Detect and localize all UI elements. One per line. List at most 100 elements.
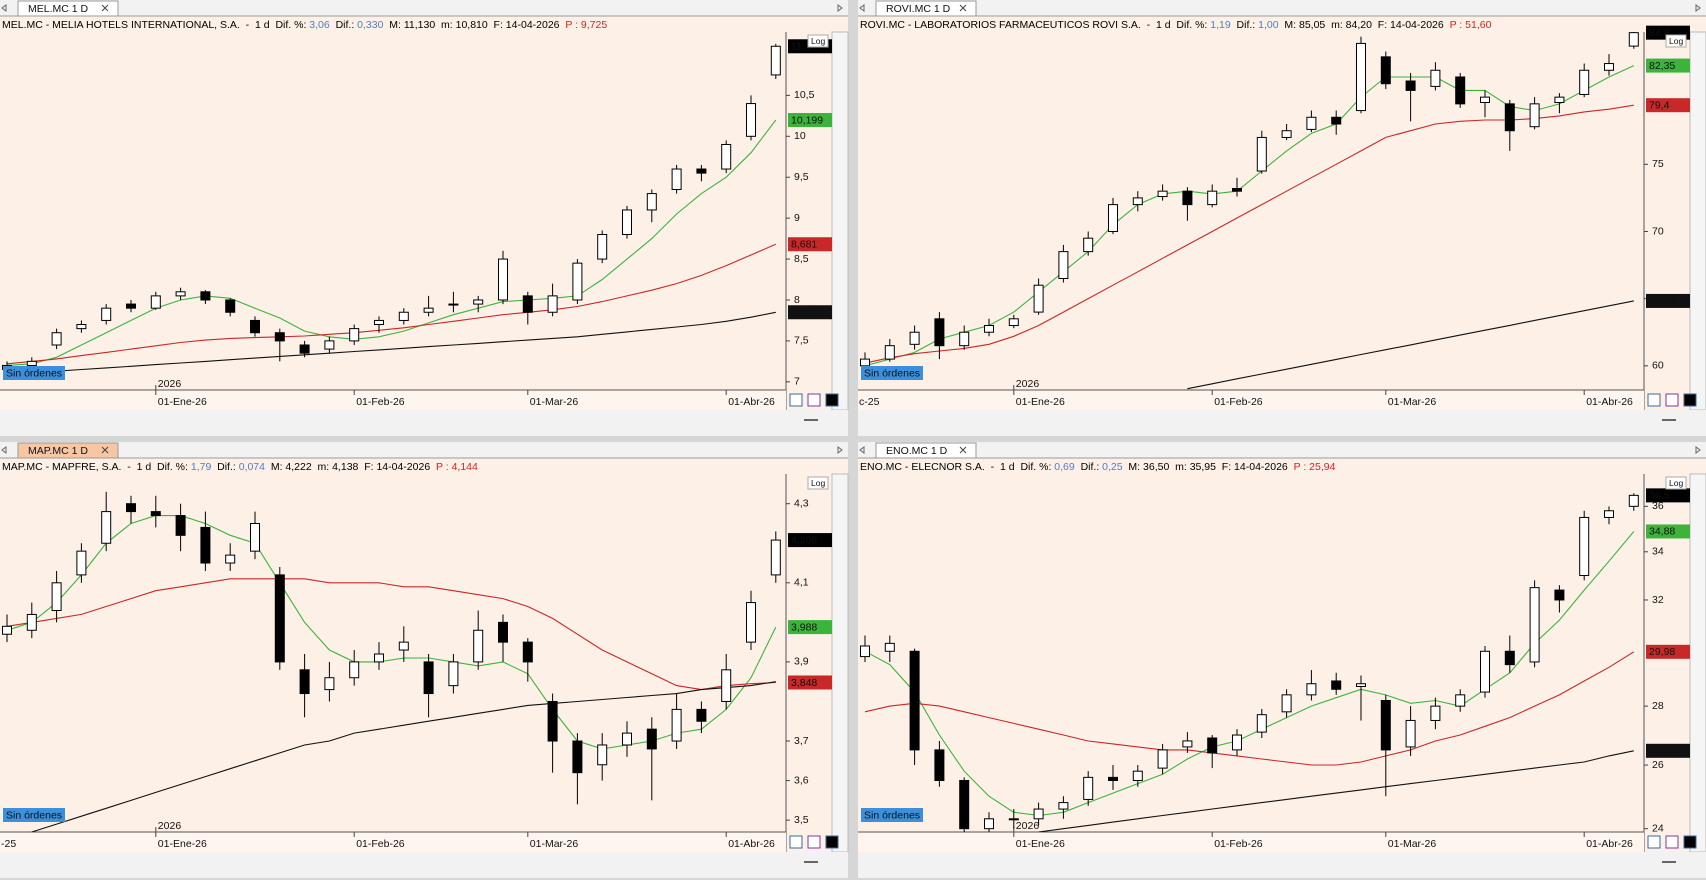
series-price-label: 3,848: [791, 677, 817, 689]
candle-body: [1405, 719, 1416, 748]
candle-body: [299, 669, 310, 695]
tab-close[interactable]: [101, 4, 109, 12]
candle-body: [1430, 69, 1441, 87]
toolbar-icon[interactable]: [807, 393, 821, 407]
y-tick-label: 7,5: [794, 335, 809, 347]
tab-close[interactable]: [959, 446, 967, 454]
toolbar-icon[interactable]: [1647, 835, 1661, 849]
log-button[interactable]: [1665, 476, 1687, 490]
header-segment: MEL.MC - MELIA HOTELS INTERNATIONAL, S.A…: [2, 19, 309, 31]
candle-body: [1083, 776, 1094, 800]
candle-body: [1504, 103, 1515, 132]
y-tick-label: 9: [794, 212, 800, 224]
candle-body: [51, 332, 62, 346]
candle-body: [547, 700, 558, 742]
moving-average-line: [1187, 300, 1634, 390]
candle-body: [671, 168, 682, 190]
y-tick-label: 3,9: [794, 656, 809, 668]
candle-body: [1058, 802, 1069, 810]
toolbar-icon[interactable]: [825, 393, 839, 407]
y-tick-label: 3,7: [794, 735, 809, 747]
tab[interactable]: [17, 442, 119, 459]
toolbar-icon[interactable]: [1683, 393, 1697, 407]
tab-scroll-right: [1695, 4, 1701, 12]
moving-average-line: [6, 243, 777, 365]
log-button[interactable]: [1665, 34, 1687, 48]
candle-body: [1380, 56, 1391, 85]
candle-body: [2, 625, 12, 635]
last-price-label: 11,1: [791, 41, 811, 53]
candle-body: [1554, 589, 1565, 601]
moving-average-line: [6, 578, 776, 691]
tab-bar: [0, 0, 848, 16]
tab-scroll-left: [859, 446, 865, 454]
series-price-label-box: [1646, 644, 1690, 659]
candle-body: [1083, 237, 1094, 253]
candle-body: [1033, 808, 1044, 820]
candle-body: [1108, 204, 1118, 232]
header-segment: M: 4,222 m: 4,138 F: 14-04-2026: [265, 461, 436, 473]
log-button[interactable]: [807, 34, 829, 48]
toolbar-icon[interactable]: [825, 835, 839, 849]
tab-bar: [858, 442, 1706, 458]
candle-body: [622, 732, 632, 746]
toolbar-icon[interactable]: [789, 393, 803, 407]
toolbar-icon[interactable]: [1683, 835, 1697, 849]
y-tick-label: 36: [1652, 500, 1664, 512]
series-price-label-box: [1646, 524, 1690, 539]
orders-box: [861, 366, 923, 380]
tab-close[interactable]: [101, 446, 109, 454]
candle-body: [1628, 32, 1639, 47]
candle-body: [696, 168, 707, 174]
header-segment: Dif.:: [1231, 19, 1258, 31]
series-price-label-box: [788, 113, 832, 128]
toolbar-icon[interactable]: [807, 835, 821, 849]
header-segment: P : 51,60: [1450, 19, 1492, 31]
candle-body: [448, 303, 459, 306]
toolbar-icon[interactable]: [1647, 393, 1661, 407]
tab-scroll-right: [837, 446, 843, 454]
y-tick-label: 70: [1652, 225, 1664, 237]
candle-body: [934, 749, 945, 781]
tab[interactable]: [875, 442, 977, 459]
candle-body: [1604, 510, 1614, 518]
toolbar-icon[interactable]: [1665, 393, 1679, 407]
plot-layer: [2, 491, 781, 832]
candle-body: [423, 661, 434, 695]
y-tick-label: 10: [794, 130, 806, 142]
toolbar-icon[interactable]: [789, 835, 803, 849]
y-tick-label: 7: [794, 376, 800, 388]
candle-body: [1306, 683, 1317, 696]
candle-body: [250, 319, 260, 334]
scroll-strip: [1689, 473, 1706, 853]
candle-body: [1157, 749, 1168, 769]
moving-average-line: [6, 119, 777, 366]
tab[interactable]: [17, 0, 119, 17]
last-price-label: 84,8: [1649, 27, 1670, 39]
plot-area: [0, 474, 786, 832]
y-tick-label: 4,3: [794, 497, 809, 509]
candle-body: [299, 344, 310, 354]
candle-body: [984, 325, 994, 333]
year-label: 2026: [1016, 378, 1040, 390]
x-tick-label: 01-Abr-26: [1586, 838, 1633, 850]
candle-body: [200, 291, 211, 301]
tab[interactable]: [875, 0, 977, 17]
candle-body: [1256, 714, 1267, 733]
log-button[interactable]: [807, 476, 829, 490]
candle-body: [1232, 734, 1242, 751]
candle-body: [1529, 587, 1540, 663]
candle-body: [175, 515, 186, 536]
candle-body: [274, 574, 285, 663]
candle-body: [1281, 694, 1292, 713]
tab-close[interactable]: [959, 4, 967, 12]
toolbar-icon[interactable]: [1665, 835, 1679, 849]
series-price-label: 29,98: [1649, 646, 1675, 658]
y-tick-label: 4,1: [794, 577, 809, 589]
header-segment: M: 36,50 m: 35,95 F: 14-04-2026: [1123, 461, 1294, 473]
candle-body: [597, 234, 608, 260]
series-price-label-box: [788, 675, 832, 690]
candle-body: [884, 345, 895, 360]
tab-label: ROVI.MC 1 D: [886, 3, 951, 15]
